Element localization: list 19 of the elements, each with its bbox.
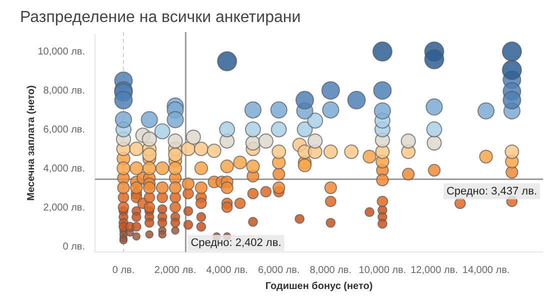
y-tick-label: 2,000 лв.: [43, 202, 85, 214]
ref-line-label: Средно: 3,437 лв.: [446, 185, 537, 198]
x-tick-label: 6,000 лв.: [258, 265, 300, 276]
chart-title: Разпределение на всички анкетирани: [20, 9, 301, 26]
x-tick-label: 12,000 лв.: [410, 265, 458, 276]
y-tick-label: 4,000 лв.: [43, 164, 85, 175]
y-tick-label: 10,000 лв.: [38, 46, 85, 58]
x-tick-label: 14,000 лв.: [462, 265, 510, 276]
x-tick-label: 0 лв.: [112, 265, 135, 276]
y-tick-label: 0 лв.: [62, 241, 85, 252]
x-tick-label: 10,000 лв.: [358, 265, 406, 276]
ref-line-label: Средно: 2,402 лв.: [190, 237, 282, 249]
x-tick-label: 2,000 лв.: [154, 265, 196, 276]
y-tick-label: 6,000 лв.: [43, 124, 85, 136]
y-tick-label: 8,000 лв.: [43, 86, 85, 97]
x-axis-title: Годишен бонус (нето): [265, 281, 373, 292]
y-axis-title: Месечна заплата (нето): [26, 85, 37, 201]
x-tick-label: 4,000 лв.: [206, 265, 248, 276]
x-tick-label: 8,000 лв.: [310, 265, 352, 276]
